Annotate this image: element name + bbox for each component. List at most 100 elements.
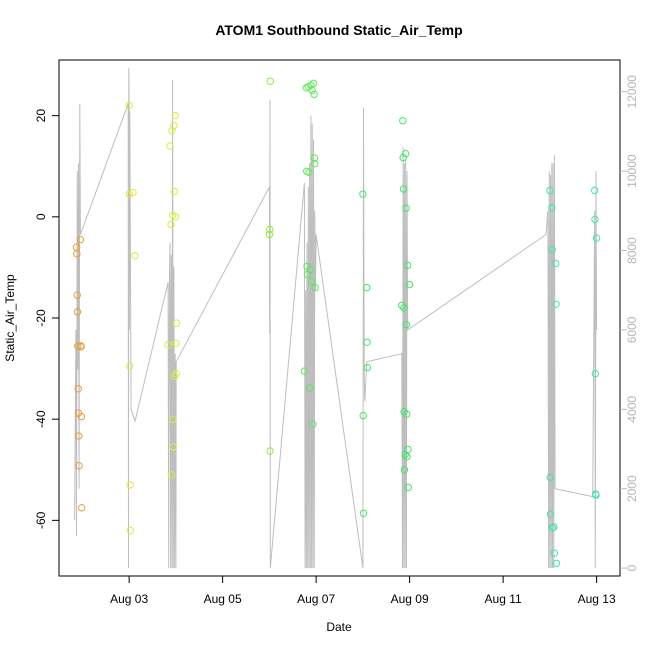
data-point (546, 473, 554, 482)
data-point (168, 127, 176, 135)
data-point (591, 215, 599, 224)
y-tick-label: -40 (34, 410, 48, 428)
x-tick-label: Aug 13 (578, 592, 616, 606)
data-point (306, 266, 314, 274)
data-point (73, 291, 81, 299)
x-axis-label: Date (326, 620, 352, 634)
data-point (167, 471, 176, 479)
data-point (591, 369, 599, 378)
data-point (171, 213, 180, 221)
data-point (131, 252, 139, 260)
data-point (169, 415, 177, 423)
data-point (265, 230, 274, 239)
data-point (363, 338, 371, 346)
data-point (126, 481, 134, 489)
data-point (546, 510, 555, 518)
y-axis: -60 -40 -20 0 20 (34, 109, 59, 529)
data-point (172, 319, 181, 327)
data-point (166, 142, 174, 150)
data-point (171, 111, 179, 120)
data-point (402, 149, 410, 158)
data-point (546, 186, 554, 195)
x-axis: Aug 03 Aug 05 Aug 07 Aug 09 Aug 11 Aug 13 (110, 576, 616, 606)
x-tick-label: Aug 09 (391, 592, 429, 606)
data-point (307, 277, 316, 286)
data-point (74, 385, 82, 393)
data-point (311, 160, 319, 168)
data-point (305, 168, 313, 177)
scatter-series (72, 77, 601, 568)
data-point (170, 187, 179, 196)
y-right-tick-label: 10000 (625, 154, 639, 188)
data-point (172, 339, 180, 347)
data-point (310, 154, 319, 162)
data-point (399, 185, 408, 193)
data-point (309, 79, 318, 88)
data-point (125, 190, 134, 198)
data-point (592, 491, 600, 499)
data-point (398, 301, 406, 310)
data-point (125, 101, 133, 110)
data-point (77, 412, 86, 421)
data-point (591, 186, 599, 195)
x-tick-label: Aug 03 (110, 592, 148, 606)
data-point (404, 483, 412, 492)
data-point (400, 304, 408, 312)
data-point (552, 559, 561, 568)
secondary-line-series (74, 67, 598, 569)
data-point (405, 280, 414, 289)
data-point (363, 283, 371, 292)
data-point (402, 204, 410, 212)
data-point (359, 411, 367, 420)
data-point (548, 524, 557, 532)
data-point (73, 308, 82, 316)
data-point (266, 77, 274, 85)
data-point (359, 190, 367, 198)
data-point (170, 122, 178, 130)
data-point (399, 117, 407, 125)
data-point (126, 362, 134, 370)
x-tick-label: Aug 11 (485, 592, 522, 606)
data-point (305, 384, 314, 392)
data-point (172, 369, 180, 378)
altitude-line (74, 67, 598, 569)
y-right-tick-label: 4000 (625, 396, 639, 423)
x-tick-label: Aug 07 (297, 592, 335, 606)
x-tick-label: Aug 05 (204, 592, 242, 606)
data-point (548, 246, 556, 254)
data-point (403, 410, 411, 418)
y-right-tick-label: 8000 (625, 237, 639, 264)
plot-area (72, 67, 601, 569)
y-tick-label: -20 (34, 309, 48, 327)
y-tick-label: 0 (34, 213, 48, 220)
data-point (363, 363, 372, 372)
y-tick-label: 20 (34, 109, 48, 123)
data-point (399, 153, 407, 162)
data-point (77, 343, 85, 351)
data-point (74, 342, 82, 350)
data-point (129, 188, 137, 197)
data-point (167, 220, 175, 229)
data-point (404, 445, 412, 454)
y-right-tick-label: 0 (625, 564, 639, 571)
data-point (76, 235, 85, 244)
data-point (400, 466, 409, 474)
data-point (266, 225, 274, 234)
data-point (548, 204, 556, 212)
data-point (300, 367, 309, 375)
data-point (402, 320, 411, 329)
y-right-tick-label: 12000 (625, 75, 639, 109)
y-right-tick-label: 6000 (625, 316, 639, 343)
data-point (164, 341, 172, 349)
y-axis-label: Static_Air_Temp (3, 274, 17, 362)
data-point (75, 462, 83, 470)
data-point (404, 261, 412, 270)
data-point (400, 407, 408, 416)
data-point (169, 443, 178, 451)
data-point (308, 86, 316, 95)
data-point (552, 300, 560, 308)
chart-title: ATOM1 Southbound Static_Air_Temp (215, 22, 462, 38)
data-point (311, 283, 319, 292)
